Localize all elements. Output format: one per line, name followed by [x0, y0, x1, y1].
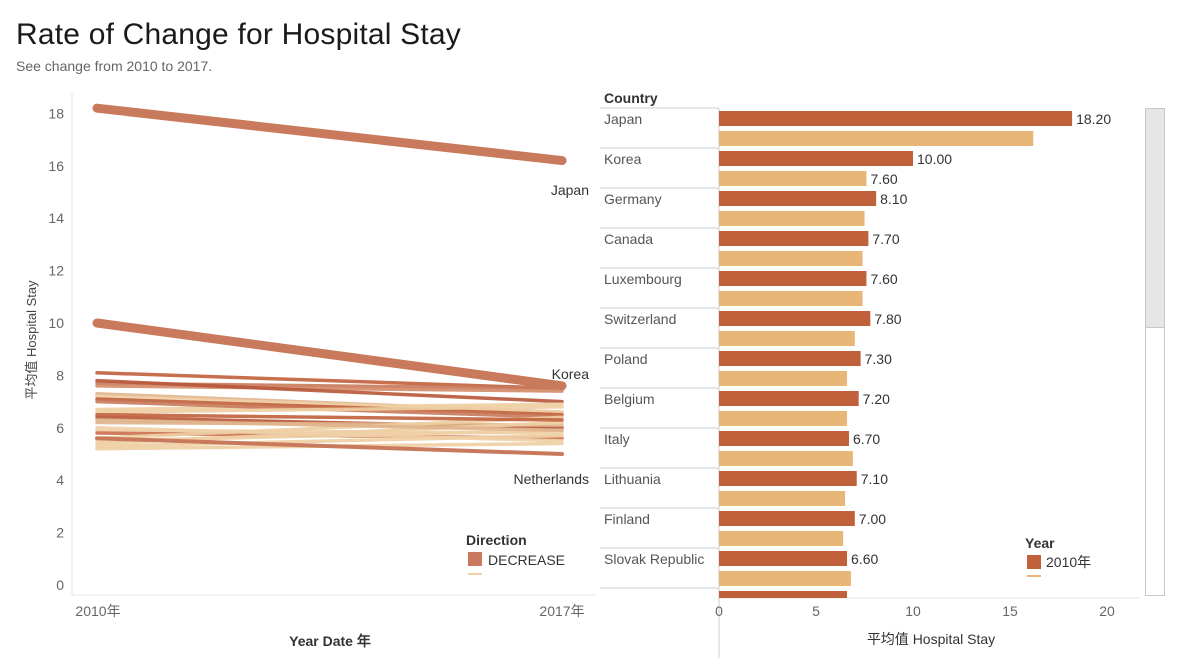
- x-tick-label: 0: [715, 603, 723, 619]
- page-subtitle: See change from 2010 to 2017.: [16, 58, 213, 74]
- bar-2010: [719, 111, 1073, 126]
- bar-2017: [719, 451, 853, 466]
- data-label: 7.80: [874, 311, 901, 327]
- country-label: Lithuania: [604, 471, 661, 487]
- slope-line: [95, 418, 564, 433]
- x-axis-title: Year Date 年: [289, 633, 371, 649]
- bar-2017: [719, 251, 863, 266]
- country-label: Korea: [604, 151, 642, 167]
- slope-line: [95, 426, 564, 443]
- x-tick-label: 2010年: [75, 603, 120, 619]
- country-label: Finland: [604, 511, 650, 527]
- year-legend-title: Year: [1025, 535, 1055, 551]
- bar-2010: [719, 431, 849, 446]
- y-tick-label: 0: [56, 577, 64, 593]
- data-label: 7.60: [870, 271, 897, 287]
- x-axis-title: 平均值 Hospital Stay: [867, 631, 995, 647]
- slope-line: [95, 378, 564, 404]
- data-label: 7.60: [870, 171, 897, 187]
- bar-2010-partial: [719, 591, 848, 598]
- legend-swatch: [468, 552, 482, 566]
- legend-swatch-2010: [1027, 555, 1041, 569]
- legend-label: DECREASE: [488, 552, 565, 568]
- x-tick-label: 2017年: [539, 603, 584, 619]
- bar-2010: [719, 231, 869, 246]
- bar-2017: [719, 171, 867, 186]
- y-tick-label: 2: [56, 525, 64, 541]
- data-label: 7.70: [872, 231, 899, 247]
- bar-chart: Country Japan 18.20 Korea 10.00 Germany 8.10 Ca…: [600, 90, 1141, 658]
- country-label: Poland: [604, 351, 648, 367]
- series-label-korea: Korea: [552, 366, 590, 382]
- y-tick-label: 14: [48, 210, 64, 226]
- country-label: Luxembourg: [604, 271, 682, 287]
- slope-line: [95, 384, 564, 393]
- bar-2017: [719, 331, 855, 346]
- x-tick-label: 15: [1002, 603, 1018, 619]
- bar-2010: [719, 391, 859, 406]
- scrollbar-thumb[interactable]: [1146, 109, 1164, 328]
- legend-title: Direction: [466, 532, 527, 548]
- y-tick-label: 16: [48, 158, 64, 174]
- data-label: 7.30: [865, 351, 892, 367]
- data-label: 7.20: [863, 391, 890, 407]
- bar-2017: [719, 571, 851, 586]
- y-tick-label: 10: [48, 315, 64, 331]
- bar-2017: [719, 211, 865, 226]
- data-label: 7.00: [859, 511, 886, 527]
- data-label: 8.10: [880, 191, 907, 207]
- data-label: 18.20: [1076, 111, 1111, 127]
- data-label: 7.10: [861, 471, 888, 487]
- x-tick-label: 10: [905, 603, 921, 619]
- slope-line: [95, 397, 564, 417]
- country-label: Slovak Republic: [604, 551, 704, 567]
- x-tick-label: 20: [1099, 603, 1115, 619]
- y-tick-label: 4: [56, 472, 64, 488]
- bar-2017: [719, 531, 844, 546]
- bar-2017: [719, 371, 848, 386]
- y-tick-label: 18: [48, 105, 64, 121]
- series-label-japan: Japan: [551, 182, 589, 198]
- y-tick-label: 12: [48, 263, 64, 279]
- page-title: Rate of Change for Hospital Stay: [16, 18, 461, 51]
- vertical-scrollbar[interactable]: [1145, 108, 1165, 596]
- slope-line-japan: [92, 103, 567, 166]
- bar-2010: [719, 271, 867, 286]
- bar-2017: [719, 491, 846, 506]
- country-header: Country: [604, 90, 658, 106]
- y-tick-label: 6: [56, 420, 64, 436]
- series-label-netherlands: Netherlands: [514, 471, 590, 487]
- data-label: 10.00: [917, 151, 952, 167]
- country-label: Japan: [604, 111, 642, 127]
- bar-2010: [719, 551, 848, 566]
- slope-line: [95, 412, 564, 422]
- bar-2010: [719, 311, 871, 326]
- country-label: Switzerland: [604, 311, 676, 327]
- bar-2010: [719, 511, 855, 526]
- bar-2010: [719, 351, 861, 366]
- slope-chart: 0 2 4 6 8 10 12 14 16 18 平均值 Hospital Stay 2010年 201…: [24, 93, 596, 649]
- country-label: Germany: [604, 191, 662, 207]
- bar-2017: [719, 131, 1034, 146]
- data-label: 6.70: [853, 431, 880, 447]
- bar-2010: [719, 191, 877, 206]
- bar-2017: [719, 411, 848, 426]
- bar-2010: [719, 151, 913, 166]
- bar-2017: [719, 291, 863, 306]
- slope-line: [95, 405, 564, 414]
- country-label: Italy: [604, 431, 630, 447]
- data-label: 6.60: [851, 551, 878, 567]
- slope-line-korea: [92, 318, 567, 391]
- country-label: Canada: [604, 231, 653, 247]
- y-tick-label: 8: [56, 367, 64, 383]
- y-axis-title: 平均值 Hospital Stay: [24, 280, 39, 400]
- bar-2010: [719, 471, 857, 486]
- legend-label-2010: 2010年: [1046, 554, 1091, 570]
- slope-line-netherlands: [95, 436, 564, 456]
- x-tick-label: 5: [812, 603, 820, 619]
- country-label: Belgium: [604, 391, 655, 407]
